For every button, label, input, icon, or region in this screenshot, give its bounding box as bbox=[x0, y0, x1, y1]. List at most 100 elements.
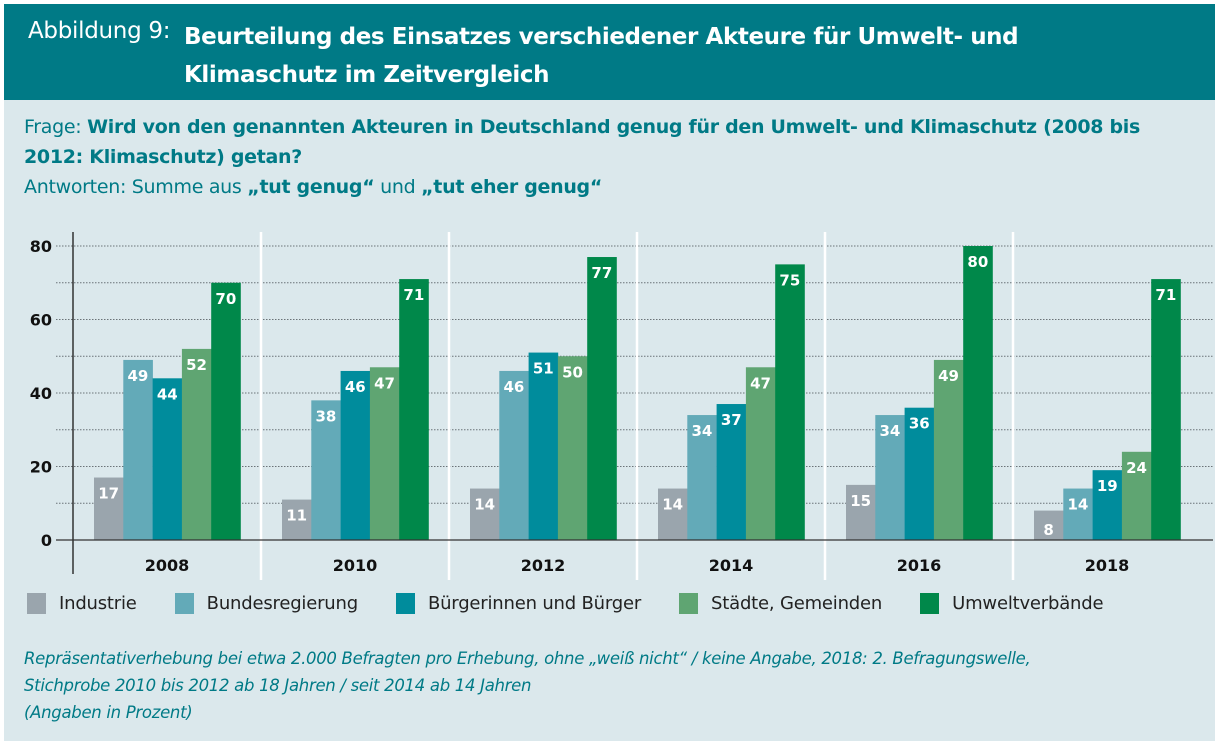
legend-label: Bundesregierung bbox=[206, 593, 358, 614]
legend-swatch bbox=[395, 593, 415, 614]
y-tick-label: 40 bbox=[30, 384, 52, 403]
bar bbox=[904, 407, 935, 540]
legend-label: Städte, Gemeinden bbox=[711, 593, 883, 614]
legend-label: Bürgerinnen und Bürger bbox=[427, 593, 642, 614]
data-label: 49 bbox=[128, 367, 149, 385]
bar bbox=[933, 359, 964, 540]
data-label: 24 bbox=[1126, 459, 1147, 477]
legend-label: Umweltverbände bbox=[952, 593, 1104, 614]
bar bbox=[123, 359, 153, 540]
x-tick-label: 2012 bbox=[521, 556, 566, 575]
bar bbox=[687, 415, 717, 540]
x-tick-label: 2008 bbox=[145, 556, 190, 575]
bar bbox=[1034, 510, 1064, 540]
bar-chart: 0 20 40 60 80 17 49 44 52 70 2008 11 38 46 47 71 2010 14 4… bbox=[30, 232, 1213, 580]
data-label: 44 bbox=[157, 385, 178, 403]
bar bbox=[528, 352, 559, 540]
data-label: 14 bbox=[474, 496, 495, 514]
y-tick-label: 0 bbox=[41, 531, 52, 550]
footnote-line-2: Stichprobe 2010 bis 2012 ab 18 Jahren / … bbox=[24, 676, 532, 695]
x-tick-label: 2018 bbox=[1085, 556, 1130, 575]
bar bbox=[94, 477, 124, 540]
data-label: 38 bbox=[316, 407, 337, 425]
answer-option-b: „tut eher genug“ bbox=[421, 176, 603, 198]
bar bbox=[181, 348, 212, 540]
data-label: 36 bbox=[909, 415, 930, 433]
data-label: 51 bbox=[533, 360, 554, 378]
y-tick-label: 80 bbox=[30, 237, 52, 256]
footnote: Repräsentativerhebung bei etwa 2.000 Bef… bbox=[24, 645, 1031, 726]
figure-title: Beurteilung des Einsatzes verschiedener … bbox=[184, 24, 1019, 88]
legend-item: Umweltverbände bbox=[920, 593, 1104, 614]
bar bbox=[745, 367, 776, 540]
legend-swatch bbox=[679, 593, 699, 614]
bar bbox=[470, 488, 500, 540]
data-label: 77 bbox=[591, 264, 612, 282]
bar bbox=[1121, 451, 1152, 540]
bar bbox=[1151, 279, 1181, 540]
data-label: 11 bbox=[286, 507, 307, 525]
bar bbox=[399, 279, 429, 540]
legend-item: Industrie bbox=[27, 593, 137, 614]
bar bbox=[557, 356, 588, 540]
bar bbox=[152, 378, 183, 540]
footnote-line-3: (Angaben in Prozent) bbox=[24, 703, 193, 722]
data-label: 47 bbox=[374, 374, 395, 392]
data-label: 46 bbox=[504, 378, 525, 396]
data-label: 17 bbox=[98, 485, 119, 503]
data-label: 19 bbox=[1097, 477, 1118, 495]
y-tick-label: 60 bbox=[30, 311, 52, 330]
question-line: Frage: Wird von den genannten Akteuren i… bbox=[24, 112, 1174, 172]
legend-item: Bundesregierung bbox=[174, 593, 358, 614]
question-block: Frage: Wird von den genannten Akteuren i… bbox=[24, 112, 1174, 202]
answer-line: Antworten: Summe aus „tut genug“ und „tu… bbox=[24, 172, 1174, 202]
data-label: 71 bbox=[1155, 286, 1176, 304]
bar bbox=[963, 246, 993, 540]
data-label: 50 bbox=[562, 363, 583, 381]
bar bbox=[716, 404, 747, 540]
question-label: Frage: bbox=[24, 116, 88, 138]
x-tick-label: 2010 bbox=[333, 556, 378, 575]
data-label: 8 bbox=[1043, 521, 1053, 539]
legend-swatch bbox=[174, 593, 194, 614]
data-label: 14 bbox=[662, 496, 683, 514]
data-label: 47 bbox=[750, 374, 771, 392]
legend-swatch bbox=[920, 593, 940, 614]
bar bbox=[875, 415, 905, 540]
data-label: 46 bbox=[345, 378, 366, 396]
data-label: 70 bbox=[215, 290, 236, 308]
legend-item: Städte, Gemeinden bbox=[679, 593, 882, 614]
y-tick-label: 20 bbox=[30, 458, 52, 477]
data-label: 80 bbox=[967, 253, 988, 271]
bar bbox=[311, 400, 341, 540]
bar bbox=[775, 264, 805, 540]
data-label: 37 bbox=[721, 411, 742, 429]
figure-header: Abbildung 9: Beurteilung des Einsatzes v… bbox=[4, 4, 1215, 100]
bar bbox=[1092, 470, 1123, 540]
bar bbox=[1063, 488, 1093, 540]
footnote-line-1: Repräsentativerhebung bei etwa 2.000 Bef… bbox=[24, 649, 1031, 668]
bar bbox=[340, 370, 371, 540]
bar bbox=[658, 488, 688, 540]
answer-option-a: „tut genug“ bbox=[247, 176, 375, 198]
bar bbox=[499, 370, 529, 540]
data-label: 34 bbox=[880, 422, 901, 440]
bar bbox=[369, 367, 400, 540]
answer-conjunction: und bbox=[374, 176, 422, 198]
bar bbox=[282, 499, 312, 540]
legend-swatch bbox=[27, 593, 46, 614]
data-label: 75 bbox=[779, 271, 800, 289]
data-label: 52 bbox=[186, 356, 207, 374]
question-text: Wird von den genannten Akteuren in Deuts… bbox=[24, 116, 1141, 168]
data-label: 49 bbox=[938, 367, 959, 385]
bar bbox=[846, 484, 876, 540]
data-label: 14 bbox=[1068, 496, 1089, 514]
data-label: 15 bbox=[850, 492, 871, 510]
figure-number: Abbildung 9: bbox=[28, 18, 171, 44]
x-tick-label: 2014 bbox=[709, 556, 754, 575]
chart-legend: Industrie Bundesregierung Bürgerinnen und … bbox=[27, 593, 1141, 614]
bar bbox=[587, 257, 617, 540]
x-tick-label: 2016 bbox=[897, 556, 942, 575]
data-label: 34 bbox=[692, 422, 713, 440]
legend-label: Industrie bbox=[59, 593, 137, 614]
